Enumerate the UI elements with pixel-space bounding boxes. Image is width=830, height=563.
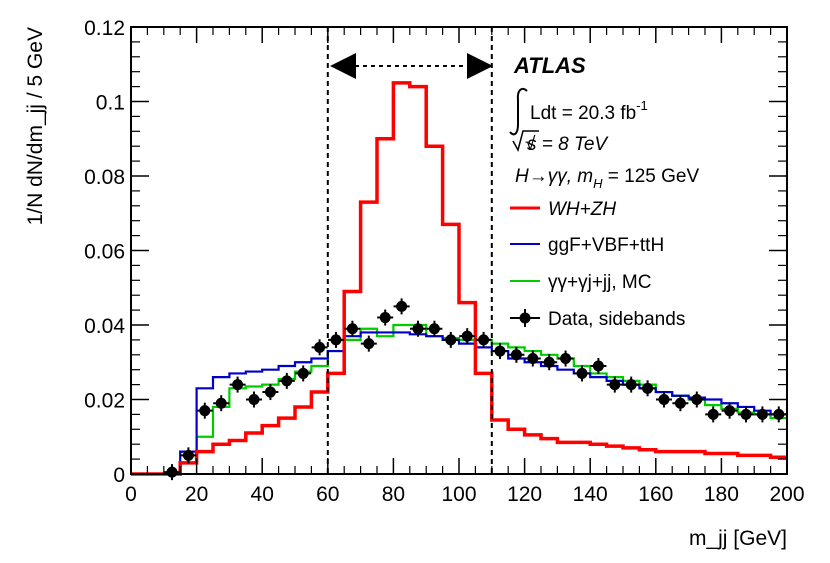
data-point [311,339,328,356]
y-tick-label: 0.06 [84,241,125,264]
svg-text:s = 8 TeV: s = 8 TeV [527,134,609,155]
x-tick-label: 160 [638,483,673,506]
svg-text:γγ+γj+jj, MC: γγ+γj+jj, MC [548,272,651,293]
data-point [590,357,607,374]
y-tick-label: 0 [113,464,125,487]
series-wh-zh-line [131,81,787,476]
x-tick-label: 180 [704,483,739,506]
x-tick-label: 40 [251,483,274,506]
svg-text:√: √ [525,134,536,155]
data-point [475,331,492,348]
data-point [606,376,623,393]
data-point [524,350,541,367]
svg-text:Data, sidebands: Data, sidebands [548,309,685,330]
y-tick-label: 0.1 [96,92,125,115]
data-point [262,384,279,401]
energy-label: √ s = 8 TeV [512,130,609,155]
svg-text:Ldt = 20.3 fb-1: Ldt = 20.3 fb-1 [530,98,648,124]
svg-text:H→γγ, mH = 125 GeV: H→γγ, mH = 125 GeV [515,166,699,191]
data-point [442,331,459,348]
x-axis-title: m_jj [GeV] [689,527,787,550]
data-point [410,320,426,337]
y-tick-label: 0.04 [84,315,125,338]
data-point [623,376,640,393]
x-tick-label: 0 [125,483,137,506]
axis-layer: 0 20 40 60 80 100 120 140 160 180 200 0 0.02 0.04 0.06… [84,17,804,506]
data-point [557,350,574,367]
data-point [754,406,771,423]
data-point [196,402,213,419]
x-tick-label: 140 [573,483,608,506]
data-point [508,346,525,363]
x-tick-label: 80 [382,483,405,506]
integral-sign-icon [509,87,528,136]
data-point [180,447,197,464]
y-tick-label: 0.12 [84,17,125,40]
x-tick-label: 20 [185,483,208,506]
sqrt-sign-icon [512,130,539,152]
data-point [360,335,377,352]
data-point [574,365,590,382]
y-tick-label: 0.08 [84,166,125,189]
luminosity-label: Ldt = 20.3 fb-1 [509,87,648,136]
data-point [229,376,246,393]
data-point [377,309,394,326]
legend-entry-wh-zh: WH+ZH [510,199,616,220]
data-point [459,328,476,345]
y-axis-title: 1/N dN/dm_jj / 5 GeV [24,27,47,225]
data-point [721,402,738,419]
atlas-label: ATLAS [513,53,586,78]
x-tick-label: 100 [441,483,476,506]
legend-entry-ggf-vbf-tth: ggF+VBF+ttH [510,235,664,256]
svg-text:ggF+VBF+ttH: ggF+VBF+ttH [548,235,664,256]
data-point [393,298,410,315]
vline-layer [326,27,493,474]
y-tick-label: 0.02 [84,390,125,413]
data-point [672,395,689,412]
svg-text:WH+ZH: WH+ZH [548,199,616,220]
data-point [492,343,508,360]
x-tick-label: 200 [769,483,804,506]
signal-window-arrow [330,53,493,79]
legend-entry-background-mc: γγ+γj+jj, MC [510,272,651,293]
legend-entry-data: Data, sidebands [510,309,685,330]
x-tick-label: 120 [507,483,542,506]
data-point [705,406,722,423]
data-point [278,372,295,389]
data-point [344,320,361,337]
data-point [295,365,312,382]
data-point [688,391,705,408]
data-point [738,406,754,423]
data-layer [164,298,787,481]
legend: WH+ZH ggF+VBF+ttH γγ+γj+jj, MC Data, sid… [510,199,685,330]
x-tick-label: 60 [316,483,339,506]
data-point [213,395,230,412]
data-point [246,391,262,408]
data-point [656,391,672,408]
data-point [639,380,656,397]
data-point [426,320,443,337]
data-point [328,331,344,348]
process-label: H→γγ, mH = 125 GeV [515,166,699,191]
data-point [541,354,558,371]
